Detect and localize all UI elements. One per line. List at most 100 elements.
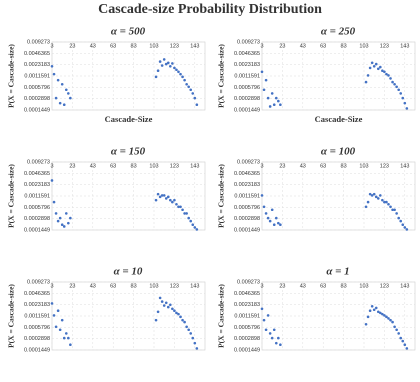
panel-title: α = 150 [111, 146, 146, 158]
point [189, 88, 193, 92]
point [156, 69, 160, 73]
point [393, 325, 396, 329]
y-axis-label: P(X = Cascade-size) [7, 164, 16, 228]
point [368, 66, 372, 70]
point [69, 96, 72, 100]
point [383, 200, 386, 204]
x-tick-label: 143 [190, 43, 199, 49]
point [181, 318, 184, 322]
point [183, 78, 186, 82]
y-tick-label: 0.0001449 [234, 347, 260, 353]
point [277, 99, 280, 103]
point [374, 195, 378, 199]
y-axis-label: P(X = Cascade-size) [217, 164, 226, 228]
point [158, 296, 162, 300]
x-axis-label: Cascade-Size [105, 114, 153, 124]
y-tick-label: 0.0023183 [234, 302, 260, 308]
point [64, 88, 68, 92]
point [370, 304, 374, 308]
point [260, 70, 264, 74]
point [58, 101, 62, 105]
point [189, 332, 193, 335]
point [389, 318, 392, 322]
point [272, 223, 276, 227]
point [173, 309, 176, 313]
point [50, 302, 54, 305]
point [177, 312, 180, 316]
point [173, 198, 176, 202]
point [268, 105, 272, 108]
point [376, 310, 380, 314]
x-tick-label: 3 [260, 163, 263, 169]
point [162, 304, 166, 307]
x-tick-label: 43 [90, 43, 96, 49]
x-tick-label: 123 [380, 283, 389, 289]
y-tick-label: 0.0002898 [24, 336, 50, 342]
point [52, 200, 56, 204]
point [154, 198, 158, 202]
point [169, 64, 172, 68]
point [268, 219, 272, 223]
point [181, 208, 184, 212]
y-tick-label: 0.0023183 [234, 62, 260, 68]
point [368, 192, 372, 196]
panel-title: α = 10 [114, 266, 143, 278]
x-tick-label: 43 [300, 163, 306, 169]
y-tick-label: 0.0023183 [24, 182, 50, 188]
point [193, 341, 197, 345]
point [52, 314, 56, 317]
point [277, 221, 280, 225]
y-tick-label: 0.0046365 [234, 51, 260, 57]
y-tick-label: 0.0005796 [24, 325, 50, 331]
point [181, 75, 184, 79]
y-tick-label: 0.0023183 [234, 182, 260, 188]
y-tick-label: 0.0002898 [24, 216, 50, 222]
point [264, 328, 268, 332]
x-tick-label: 143 [400, 43, 409, 49]
point [391, 320, 394, 324]
point [385, 72, 388, 76]
x-tick-label: 83 [131, 43, 137, 49]
y-axis-label: P(X = Cascade-size) [7, 44, 16, 108]
point [372, 64, 376, 68]
x-tick-label: 23 [69, 43, 75, 49]
y-tick-label: 0.0005796 [24, 85, 50, 91]
x-tick-label: 3 [260, 43, 263, 49]
point [56, 309, 60, 313]
x-tick-label: 3 [260, 283, 263, 289]
point [193, 226, 197, 229]
point [158, 60, 162, 63]
point [185, 325, 188, 329]
x-tick-label: 103 [359, 163, 368, 169]
point [393, 208, 396, 212]
point [405, 347, 409, 350]
point [187, 328, 190, 332]
point [391, 80, 394, 84]
point [56, 78, 60, 82]
y-tick-label: 0.009273 [237, 279, 260, 285]
point [366, 200, 370, 204]
x-tick-label: 23 [69, 163, 75, 169]
point [62, 225, 66, 228]
point [383, 314, 386, 317]
y-tick-label: 0.0046365 [24, 51, 50, 57]
y-tick-label: 0.0046365 [234, 171, 260, 177]
x-tick-label: 143 [190, 163, 199, 169]
y-axis-label: P(X = Cascade-size) [7, 284, 16, 348]
point [403, 101, 407, 105]
point [389, 205, 392, 209]
x-tick-label: 143 [190, 283, 199, 289]
point [58, 328, 62, 332]
x-tick-label: 123 [170, 283, 179, 289]
point [183, 212, 186, 215]
y-tick-label: 0.0023183 [24, 302, 50, 308]
point [166, 195, 170, 199]
y-tick-label: 0.0011591 [234, 193, 260, 199]
point [175, 311, 178, 315]
point [175, 202, 178, 206]
point [393, 82, 396, 86]
y-axis-label: P(X = Cascade-size) [217, 284, 226, 348]
point [195, 228, 199, 231]
x-tick-label: 23 [279, 163, 285, 169]
